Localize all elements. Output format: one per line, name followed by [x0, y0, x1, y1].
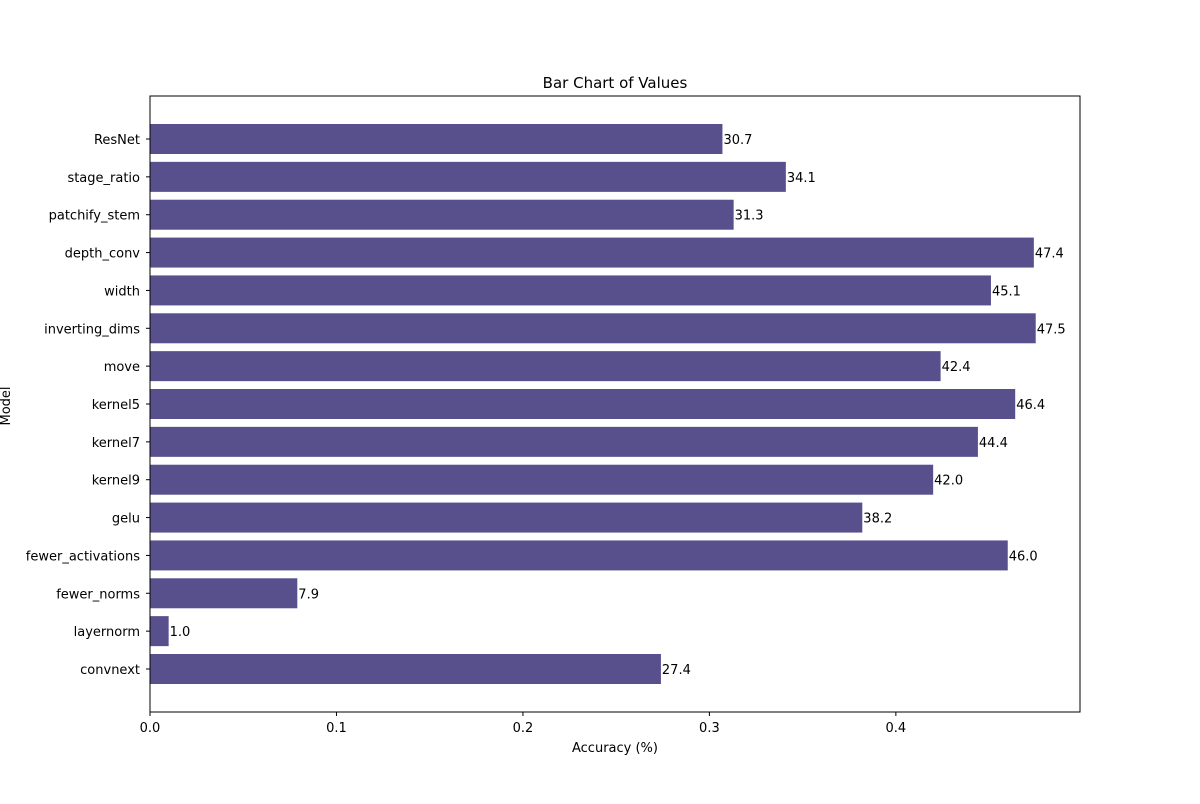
x-tick-label: 0.2	[513, 721, 534, 736]
value-label-kernel5: 46.4	[1016, 398, 1045, 413]
bar-ResNet	[150, 124, 723, 154]
x-ticks-layer: 0.0 0.1 0.2 0.3 0.4	[140, 712, 907, 736]
bar-kernel7	[150, 426, 978, 457]
value-label-stage_ratio: 34.1	[787, 171, 816, 186]
value-label-fewer_activations: 46.0	[1009, 549, 1038, 564]
y-ticks-layer: ResNet stage_ratio patchify_stem depth_conv…	[26, 133, 150, 678]
x-axis-label: Accuracy (%)	[572, 741, 658, 756]
bar-move	[150, 351, 941, 382]
bar-layernorm	[150, 616, 169, 647]
value-label-fewer_norms: 7.9	[298, 587, 319, 602]
y-tick-label-kernel9: kernel9	[92, 474, 140, 489]
y-axis-label: Model	[0, 386, 14, 425]
value-labels-layer: 30.7 34.1 31.3 47.4 45.1 47.5 42.4 46.4 44.4 42.0…	[170, 133, 1066, 678]
y-tick-label-patchify_stem: patchify_stem	[49, 209, 140, 224]
bar-convnext	[150, 653, 661, 684]
bar-width	[150, 275, 991, 306]
value-label-layernorm: 1.0	[170, 625, 191, 640]
value-label-depth_conv: 47.4	[1035, 247, 1064, 262]
value-label-kernel7: 44.4	[979, 436, 1008, 451]
bar-patchify_stem	[150, 199, 734, 230]
bar-inverting_dims	[150, 313, 1036, 344]
value-label-patchify_stem: 31.3	[735, 209, 764, 224]
value-label-move: 42.4	[942, 360, 971, 375]
value-label-width: 45.1	[992, 284, 1021, 299]
y-tick-label-fewer_activations: fewer_activations	[26, 549, 140, 564]
y-tick-label-width: width	[104, 284, 140, 299]
value-label-kernel9: 42.0	[934, 474, 963, 489]
y-tick-label-depth_conv: depth_conv	[65, 247, 141, 262]
value-label-ResNet: 30.7	[723, 133, 752, 148]
chart-title: Bar Chart of Values	[543, 74, 688, 92]
plot-frame	[149, 95, 1081, 713]
x-tick-label: 0.4	[886, 721, 907, 736]
bar-gelu	[150, 502, 863, 533]
bar-kernel5	[150, 388, 1016, 419]
y-tick-label-move: move	[104, 360, 140, 375]
y-tick-label-gelu: gelu	[112, 512, 140, 527]
bar-depth_conv	[150, 237, 1034, 268]
y-tick-label-convnext: convnext	[80, 663, 140, 678]
x-tick-label: 0.0	[140, 721, 161, 736]
bar-kernel9	[150, 464, 934, 495]
x-tick-label: 0.3	[699, 721, 720, 736]
value-label-gelu: 38.2	[863, 512, 892, 527]
y-tick-label-inverting_dims: inverting_dims	[44, 322, 140, 337]
y-tick-label-kernel7: kernel7	[92, 436, 140, 451]
x-tick-label: 0.1	[326, 721, 347, 736]
bar-fewer_activations	[150, 540, 1008, 571]
y-tick-label-kernel5: kernel5	[92, 398, 140, 413]
y-tick-label-fewer_norms: fewer_norms	[56, 587, 140, 602]
value-label-inverting_dims: 47.5	[1037, 322, 1066, 337]
y-tick-label-layernorm: layernorm	[74, 625, 140, 640]
value-label-convnext: 27.4	[662, 663, 691, 678]
y-tick-label-ResNet: ResNet	[94, 133, 140, 148]
bar-fewer_norms	[150, 578, 298, 609]
y-tick-label-stage_ratio: stage_ratio	[67, 171, 140, 186]
bars-layer	[150, 124, 1036, 684]
bar-stage_ratio	[150, 161, 786, 192]
